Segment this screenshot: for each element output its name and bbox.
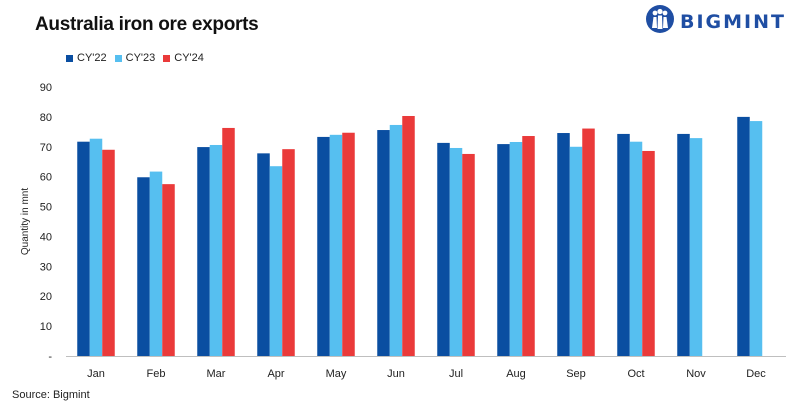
bar-feb-cy24 [162, 184, 175, 356]
bar-jul-cy23 [449, 147, 463, 356]
brand-name: BIGMINT [680, 10, 786, 33]
x-tick-label: Jan [87, 368, 105, 380]
legend-label-cy23: CY'23 [125, 52, 156, 64]
y-tick-label: 10 [40, 321, 52, 333]
y-tick-label: 70 [40, 142, 52, 154]
bar-jan-cy24 [102, 149, 115, 356]
bar-may-cy23 [329, 134, 343, 356]
x-tick-label: Nov [686, 368, 706, 380]
bar-aug-cy23 [509, 141, 523, 356]
x-tick-label: Apr [267, 368, 284, 380]
y-tick-label: 60 [40, 172, 52, 184]
bar-jan-cy22 [77, 141, 90, 356]
x-tick-label: Jun [387, 368, 405, 380]
bar-apr-cy23 [269, 166, 283, 356]
x-tick-label: Aug [506, 368, 526, 380]
bar-sep-cy22 [557, 133, 570, 356]
bar-jun-cy24 [402, 115, 415, 357]
y-tick-label: 20 [40, 291, 52, 303]
legend-label-cy24: CY'24 [174, 52, 204, 64]
bar-sep-cy24 [582, 128, 595, 356]
bar-may-cy22 [317, 136, 330, 356]
x-tick-label: Oct [627, 368, 644, 380]
brand-logo: BIGMINT [645, 4, 786, 39]
bar-may-cy24 [342, 132, 355, 356]
x-tick-label: Sep [566, 368, 586, 380]
bar-mar-cy22 [197, 147, 210, 356]
bar-aug-cy22 [497, 144, 510, 356]
bar-dec-cy23 [749, 121, 763, 356]
bar-oct-cy23 [629, 141, 643, 356]
x-tick-label: Mar [207, 368, 226, 380]
bar-oct-cy24 [642, 150, 655, 356]
legend-swatch-cy23 [114, 54, 122, 62]
y-tick-label: 80 [40, 112, 52, 124]
bar-mar-cy23 [209, 144, 223, 356]
people-logo-icon [645, 4, 675, 39]
legend-swatch-cy24 [163, 54, 171, 62]
bar-feb-cy23 [149, 171, 163, 356]
bar-jun-cy23 [389, 124, 403, 356]
bar-apr-cy24 [282, 149, 295, 356]
bar-dec-cy22 [737, 116, 750, 356]
bar-jul-cy22 [437, 142, 450, 356]
chart-title: Australia iron ore exports [35, 14, 259, 35]
x-tick-label: Feb [147, 368, 166, 380]
chart-legend: CY'22 CY'23 CY'24 [66, 52, 212, 64]
x-tick-label: Dec [746, 368, 766, 380]
bar-apr-cy22 [257, 153, 270, 356]
y-axis-title: Quantity in mnt [20, 188, 31, 255]
bar-sep-cy23 [569, 146, 583, 356]
bar-nov-cy22 [677, 133, 690, 356]
bar-aug-cy24 [522, 136, 535, 356]
bar-oct-cy22 [617, 133, 630, 356]
legend-label-cy22: CY'22 [77, 52, 107, 64]
source-note: Source: Bigmint [12, 389, 90, 401]
legend-item-cy23: CY'23 [114, 52, 156, 64]
y-tick-label: - [48, 351, 52, 363]
bar-mar-cy24 [222, 127, 235, 356]
bar-jun-cy22 [377, 130, 390, 356]
y-tick-label: 40 [40, 231, 52, 243]
bar-jul-cy24 [462, 153, 475, 356]
y-tick-label: 90 [40, 82, 52, 94]
bar-feb-cy22 [137, 177, 150, 356]
x-tick-label: May [326, 368, 347, 380]
x-tick-label: Jul [449, 368, 463, 380]
bar-nov-cy23 [689, 138, 703, 356]
y-tick-label: 30 [40, 261, 52, 273]
y-tick-label: 50 [40, 202, 52, 214]
legend-item-cy22: CY'22 [66, 52, 107, 64]
legend-item-cy24: CY'24 [163, 52, 204, 64]
bar-jan-cy23 [89, 138, 103, 356]
legend-swatch-cy22 [66, 54, 73, 62]
